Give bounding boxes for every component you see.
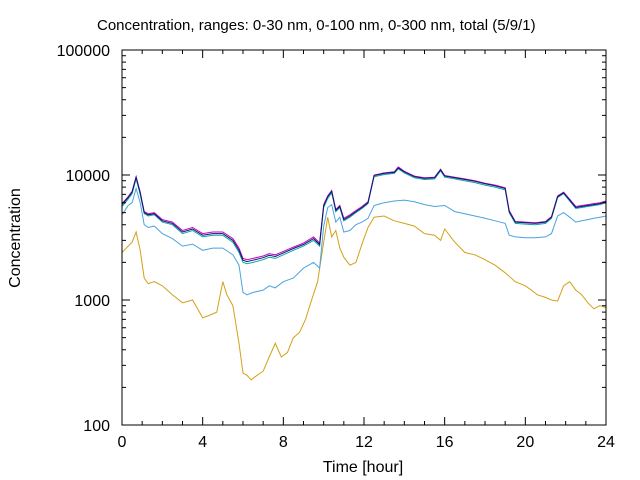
y-tick-label: 1000 — [74, 293, 110, 310]
y-tick-label: 100 — [83, 418, 110, 435]
chart-title: Concentration, ranges: 0-30 nm, 0-100 nm… — [97, 17, 536, 34]
x-tick-label: 4 — [198, 434, 207, 451]
x-tick-label: 12 — [355, 434, 373, 451]
x-tick-label: 24 — [597, 434, 615, 451]
series-line-3 — [121, 168, 607, 265]
y-axis-title: Concentration — [7, 188, 24, 288]
y-tick-label: 10000 — [66, 168, 111, 185]
series-line-1 — [121, 215, 607, 381]
y-tick-label: 100000 — [57, 43, 110, 60]
x-axis-title: Time [hour] — [323, 459, 403, 476]
x-tick-label: 0 — [118, 434, 127, 451]
x-tick-label: 16 — [436, 434, 454, 451]
x-tick-label: 8 — [279, 434, 288, 451]
series-line-2 — [121, 186, 607, 296]
x-tick-label: 20 — [516, 434, 534, 451]
series-layer — [121, 166, 607, 381]
tick-layer: 0 4 8 12 16 20 24 100 1000 10000 100000 — [57, 43, 615, 451]
series-line-5 — [121, 167, 607, 263]
series-line-4 — [121, 166, 607, 261]
